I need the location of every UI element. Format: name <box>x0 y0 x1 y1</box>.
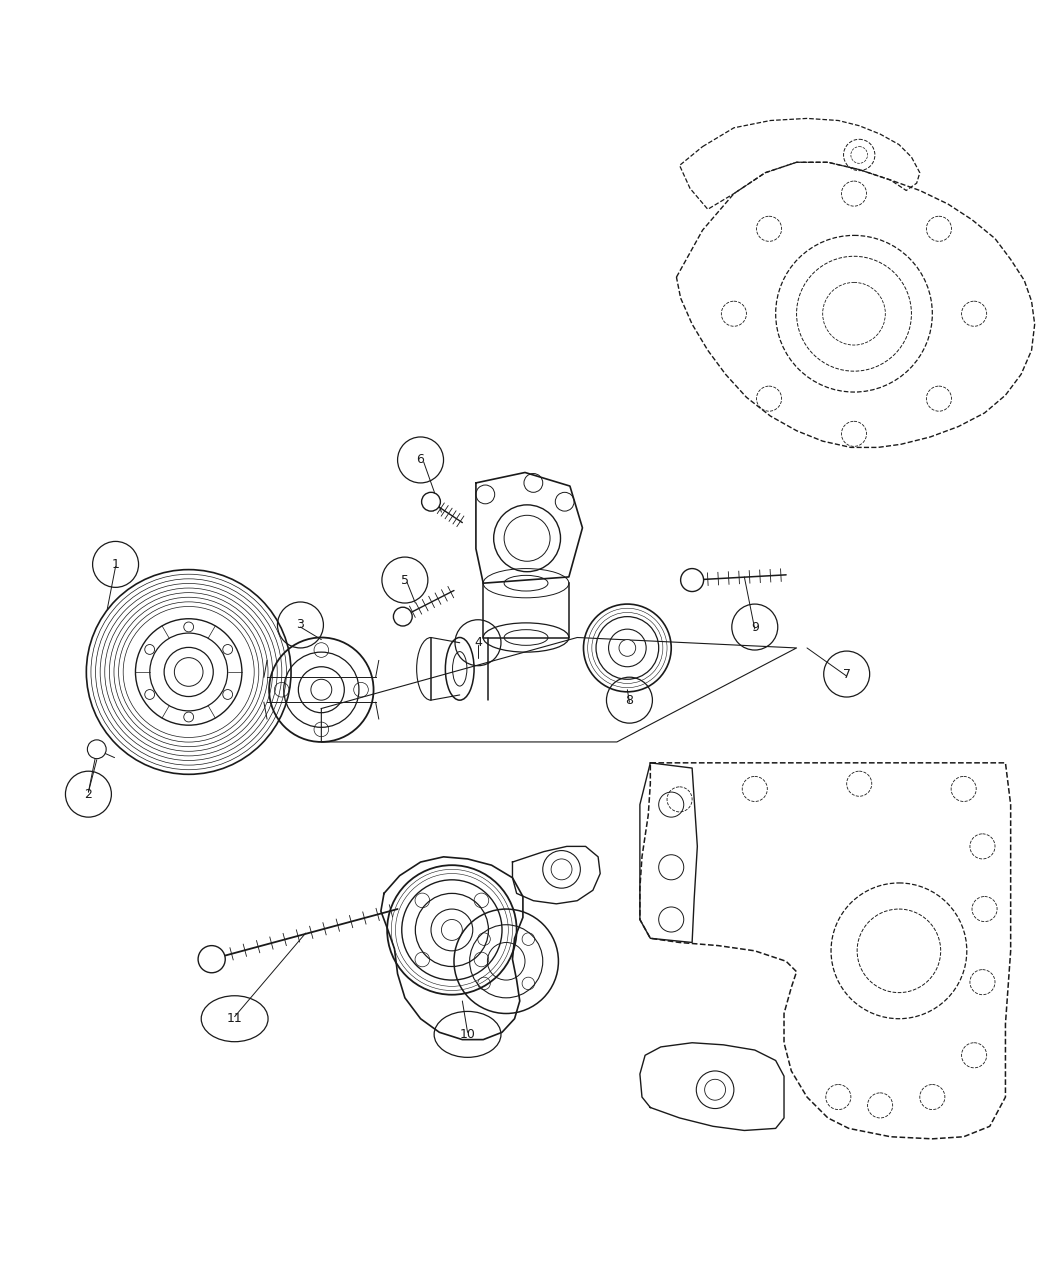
Text: 2: 2 <box>84 788 92 801</box>
Text: 6: 6 <box>417 454 424 467</box>
Circle shape <box>422 492 440 511</box>
Text: 8: 8 <box>626 694 633 706</box>
Text: 11: 11 <box>227 1012 243 1025</box>
Text: 5: 5 <box>401 574 408 586</box>
Text: 10: 10 <box>460 1028 476 1040</box>
Circle shape <box>394 607 413 626</box>
Text: 1: 1 <box>111 558 120 571</box>
Text: 3: 3 <box>296 618 304 631</box>
Text: 9: 9 <box>751 621 759 634</box>
Circle shape <box>198 946 226 973</box>
Circle shape <box>620 640 635 657</box>
Text: 7: 7 <box>843 668 851 681</box>
Text: 4: 4 <box>474 636 482 649</box>
Circle shape <box>680 569 704 592</box>
Circle shape <box>87 740 106 759</box>
